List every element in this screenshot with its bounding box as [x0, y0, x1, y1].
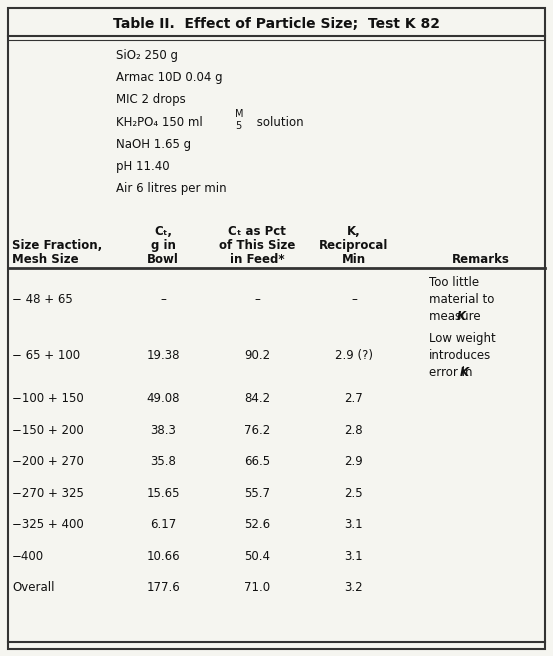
Text: 90.2: 90.2 [244, 349, 270, 361]
Text: −100 + 150: −100 + 150 [12, 392, 84, 405]
Text: –: – [351, 293, 357, 306]
Text: measure: measure [429, 310, 484, 323]
Text: Remarks: Remarks [452, 253, 510, 266]
Text: in Feed*: in Feed* [230, 253, 284, 266]
Text: −200 + 270: −200 + 270 [12, 455, 84, 468]
Text: 35.8: 35.8 [150, 455, 176, 468]
Text: MIC 2 drops: MIC 2 drops [116, 93, 186, 106]
Text: 15.65: 15.65 [147, 487, 180, 500]
Text: Too little: Too little [429, 276, 479, 289]
Text: of This Size: of This Size [219, 239, 295, 252]
Text: solution: solution [253, 115, 304, 129]
Text: Mesh Size: Mesh Size [12, 253, 79, 266]
Text: Air 6 litres per min: Air 6 litres per min [116, 182, 227, 195]
Text: 84.2: 84.2 [244, 392, 270, 405]
Text: Bowl: Bowl [147, 253, 179, 266]
Text: KH₂PO₄ 150 ml: KH₂PO₄ 150 ml [116, 115, 207, 129]
Text: error in: error in [429, 366, 476, 379]
Text: 2.9: 2.9 [345, 455, 363, 468]
Text: NaOH 1.65 g: NaOH 1.65 g [116, 138, 191, 151]
Text: Cₜ as Pct: Cₜ as Pct [228, 225, 286, 238]
Text: Low weight: Low weight [429, 332, 495, 344]
Text: −270 + 325: −270 + 325 [12, 487, 84, 500]
Text: 50.4: 50.4 [244, 550, 270, 563]
Text: Reciprocal: Reciprocal [319, 239, 389, 252]
Text: Armac 10D 0.04 g: Armac 10D 0.04 g [116, 71, 223, 84]
Text: −325 + 400: −325 + 400 [12, 518, 84, 531]
Text: –: – [254, 293, 260, 306]
Text: −400: −400 [12, 550, 44, 563]
Text: K: K [460, 366, 469, 379]
Text: 19.38: 19.38 [147, 349, 180, 361]
Text: M: M [235, 109, 243, 119]
Text: −150 + 200: −150 + 200 [12, 424, 84, 437]
Text: Min: Min [342, 253, 366, 266]
Text: 5: 5 [236, 121, 242, 131]
Text: introduces: introduces [429, 349, 491, 361]
Text: 10.66: 10.66 [147, 550, 180, 563]
Text: 2.7: 2.7 [345, 392, 363, 405]
Text: 177.6: 177.6 [146, 581, 180, 594]
Text: 3.1: 3.1 [345, 550, 363, 563]
Text: pH 11.40: pH 11.40 [116, 160, 170, 173]
Text: K: K [457, 310, 466, 323]
Text: 49.08: 49.08 [147, 392, 180, 405]
Text: − 48 + 65: − 48 + 65 [12, 293, 73, 306]
Text: Overall: Overall [12, 581, 55, 594]
Text: − 65 + 100: − 65 + 100 [12, 349, 80, 361]
Text: g in: g in [151, 239, 175, 252]
Text: 66.5: 66.5 [244, 455, 270, 468]
Text: K,: K, [347, 225, 361, 238]
Text: 71.0: 71.0 [244, 581, 270, 594]
Text: 3.2: 3.2 [345, 581, 363, 594]
Text: 52.6: 52.6 [244, 518, 270, 531]
Text: Cₜ,: Cₜ, [154, 225, 172, 238]
Text: 76.2: 76.2 [244, 424, 270, 437]
Text: SiO₂ 250 g: SiO₂ 250 g [116, 49, 178, 62]
Text: 3.1: 3.1 [345, 518, 363, 531]
Text: 2.5: 2.5 [345, 487, 363, 500]
Text: Table II.  Effect of Particle Size;  Test K 82: Table II. Effect of Particle Size; Test … [113, 17, 440, 31]
Text: 38.3: 38.3 [150, 424, 176, 437]
Text: 6.17: 6.17 [150, 518, 176, 531]
Text: –: – [160, 293, 166, 306]
Text: material to: material to [429, 293, 494, 306]
Text: 2.8: 2.8 [345, 424, 363, 437]
Text: 2.9 (?): 2.9 (?) [335, 349, 373, 361]
Text: Size Fraction,: Size Fraction, [12, 239, 102, 252]
Text: 55.7: 55.7 [244, 487, 270, 500]
